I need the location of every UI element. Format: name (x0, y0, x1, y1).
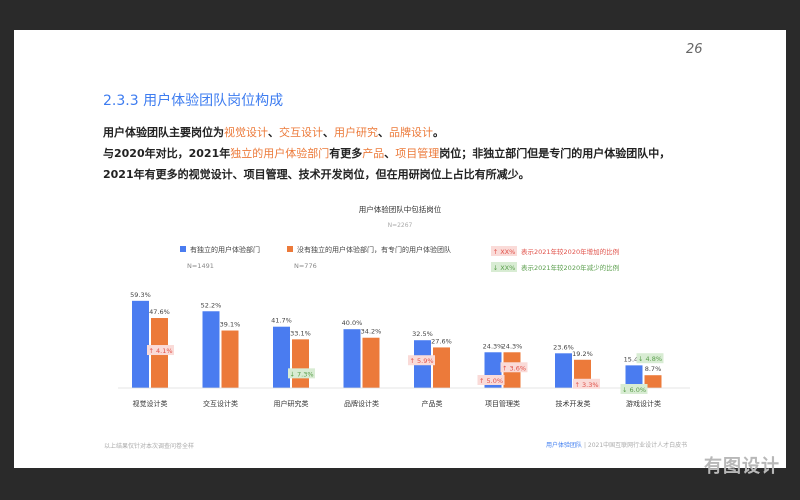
footer-brand: 用户体验团队 (546, 442, 583, 449)
change-tag: ↓ 7.3% (289, 370, 313, 378)
bar-value-label: 27.6% (431, 337, 452, 345)
bar-value-label: 39.1% (220, 321, 241, 329)
bar-value-label: 52.2% (201, 301, 222, 309)
watermark: 有图设计 (704, 456, 780, 477)
category-label: 用户研究类 (274, 399, 309, 408)
bar-value-label: 24.3% (483, 342, 504, 350)
bar (202, 311, 220, 388)
change-tag-bg (500, 362, 528, 373)
change-tag: ↑ 5.0% (479, 377, 503, 385)
change-tag-bg (477, 375, 505, 385)
legend-swatch (180, 246, 186, 252)
bar-value-label: 24.3% (502, 342, 523, 350)
bar (292, 339, 309, 388)
footer-report: 2021中国互联网行业设计人才白皮书 (587, 442, 688, 449)
bar-value-label: 23.6% (553, 343, 574, 351)
paragraph-line-1: 用户体验团队主要岗位为视觉设计、交互设计、用户研究、品牌设计。 (103, 126, 444, 139)
category-label: 技术开发类 (556, 399, 591, 408)
category-label: 产品类 (422, 399, 443, 408)
change-tag-bg (636, 353, 664, 364)
legend-up-text: 表示2021年较2020年增加的比例 (521, 247, 619, 256)
bar-value-label: 41.7% (271, 317, 292, 325)
change-tag-bg (408, 355, 435, 366)
change-tag-bg (620, 384, 648, 394)
bar-value-label: 33.1% (290, 329, 311, 337)
legend-label: 有独立的用户体验部门 (190, 245, 260, 254)
change-tag: ↑ 4.1% (148, 347, 172, 355)
bar-value-label: 32.5% (412, 330, 433, 338)
bar-value-label: 40.0% (342, 319, 363, 327)
category-label: 游戏设计类 (626, 399, 661, 408)
bar (625, 365, 643, 388)
change-tag: ↑ 3.6% (502, 364, 526, 372)
category-label: 品牌设计类 (344, 399, 379, 408)
chart-subtitle: N=2267 (388, 222, 413, 229)
footer-note: 以上结果仅针对本次调查问卷全样 (104, 443, 195, 450)
bar (644, 375, 662, 388)
change-tag: ↑ 5.9% (409, 357, 433, 365)
bar (132, 300, 149, 388)
category-label: 视觉设计类 (133, 399, 168, 408)
footer-credit: 用户体验团队 | 2021中国互联网行业设计人才白皮书 (546, 440, 687, 449)
change-tag-bg (147, 345, 174, 356)
paragraph-line-3: 2021年有更多的视觉设计、项目管理、技术开发岗位，但在用研岗位上占比有所减少。 (103, 168, 530, 181)
legend-label: 没有独立的用户体验部门，有专门的用户体验团队 (297, 245, 451, 254)
bar (343, 329, 361, 388)
change-tag-bg (573, 378, 600, 389)
category-label: 交互设计类 (203, 399, 238, 408)
change-tag: ↑ 3.3% (574, 381, 598, 389)
change-tag: ↓ 4.8% (638, 355, 662, 363)
bar-value-label: 8.7% (645, 365, 662, 373)
category-label: 项目管理类 (485, 399, 520, 408)
legend-n: N=776 (294, 262, 317, 270)
section-title: 2.3.3 用户体验团队岗位构成 (103, 93, 284, 109)
bar (433, 347, 450, 388)
bar (273, 326, 290, 388)
legend-swatch (287, 246, 293, 252)
page-number: 26 (686, 42, 703, 57)
body-paragraph: 用户体验团队主要岗位为视觉设计、交互设计、用户研究、品牌设计。 与2020年对比… (103, 122, 703, 185)
change-tag: ↓ 6.0% (622, 386, 646, 394)
bar-value-label: 15.4% (624, 355, 645, 363)
bar-value-label: 19.2% (572, 350, 593, 358)
bar-value-label: 34.2% (361, 328, 382, 336)
bar-value-label: 47.6% (149, 308, 170, 316)
legend-up-tag: ↑ XX% (493, 248, 516, 256)
change-tag-bg (288, 368, 315, 379)
bar (362, 337, 380, 388)
legend-down-tag: ↓ XX% (493, 264, 516, 272)
legend-down-tag-bg (491, 262, 517, 272)
footer-separator: | (583, 442, 586, 449)
legend-up-tag-bg (491, 246, 517, 256)
legend-n: N=1491 (187, 262, 214, 270)
bar-value-label: 59.3% (130, 291, 151, 299)
slide (14, 30, 786, 468)
legend-down-text: 表示2021年较2020年减少的比例 (521, 263, 619, 272)
bar (555, 353, 572, 388)
chart-title: 用户体验团队中包括岗位 (359, 204, 442, 214)
bar (221, 330, 239, 388)
paragraph-line-2: 与2020年对比，2021年独立的用户体验部门有更多产品、项目管理岗位；非独立部… (103, 147, 671, 160)
